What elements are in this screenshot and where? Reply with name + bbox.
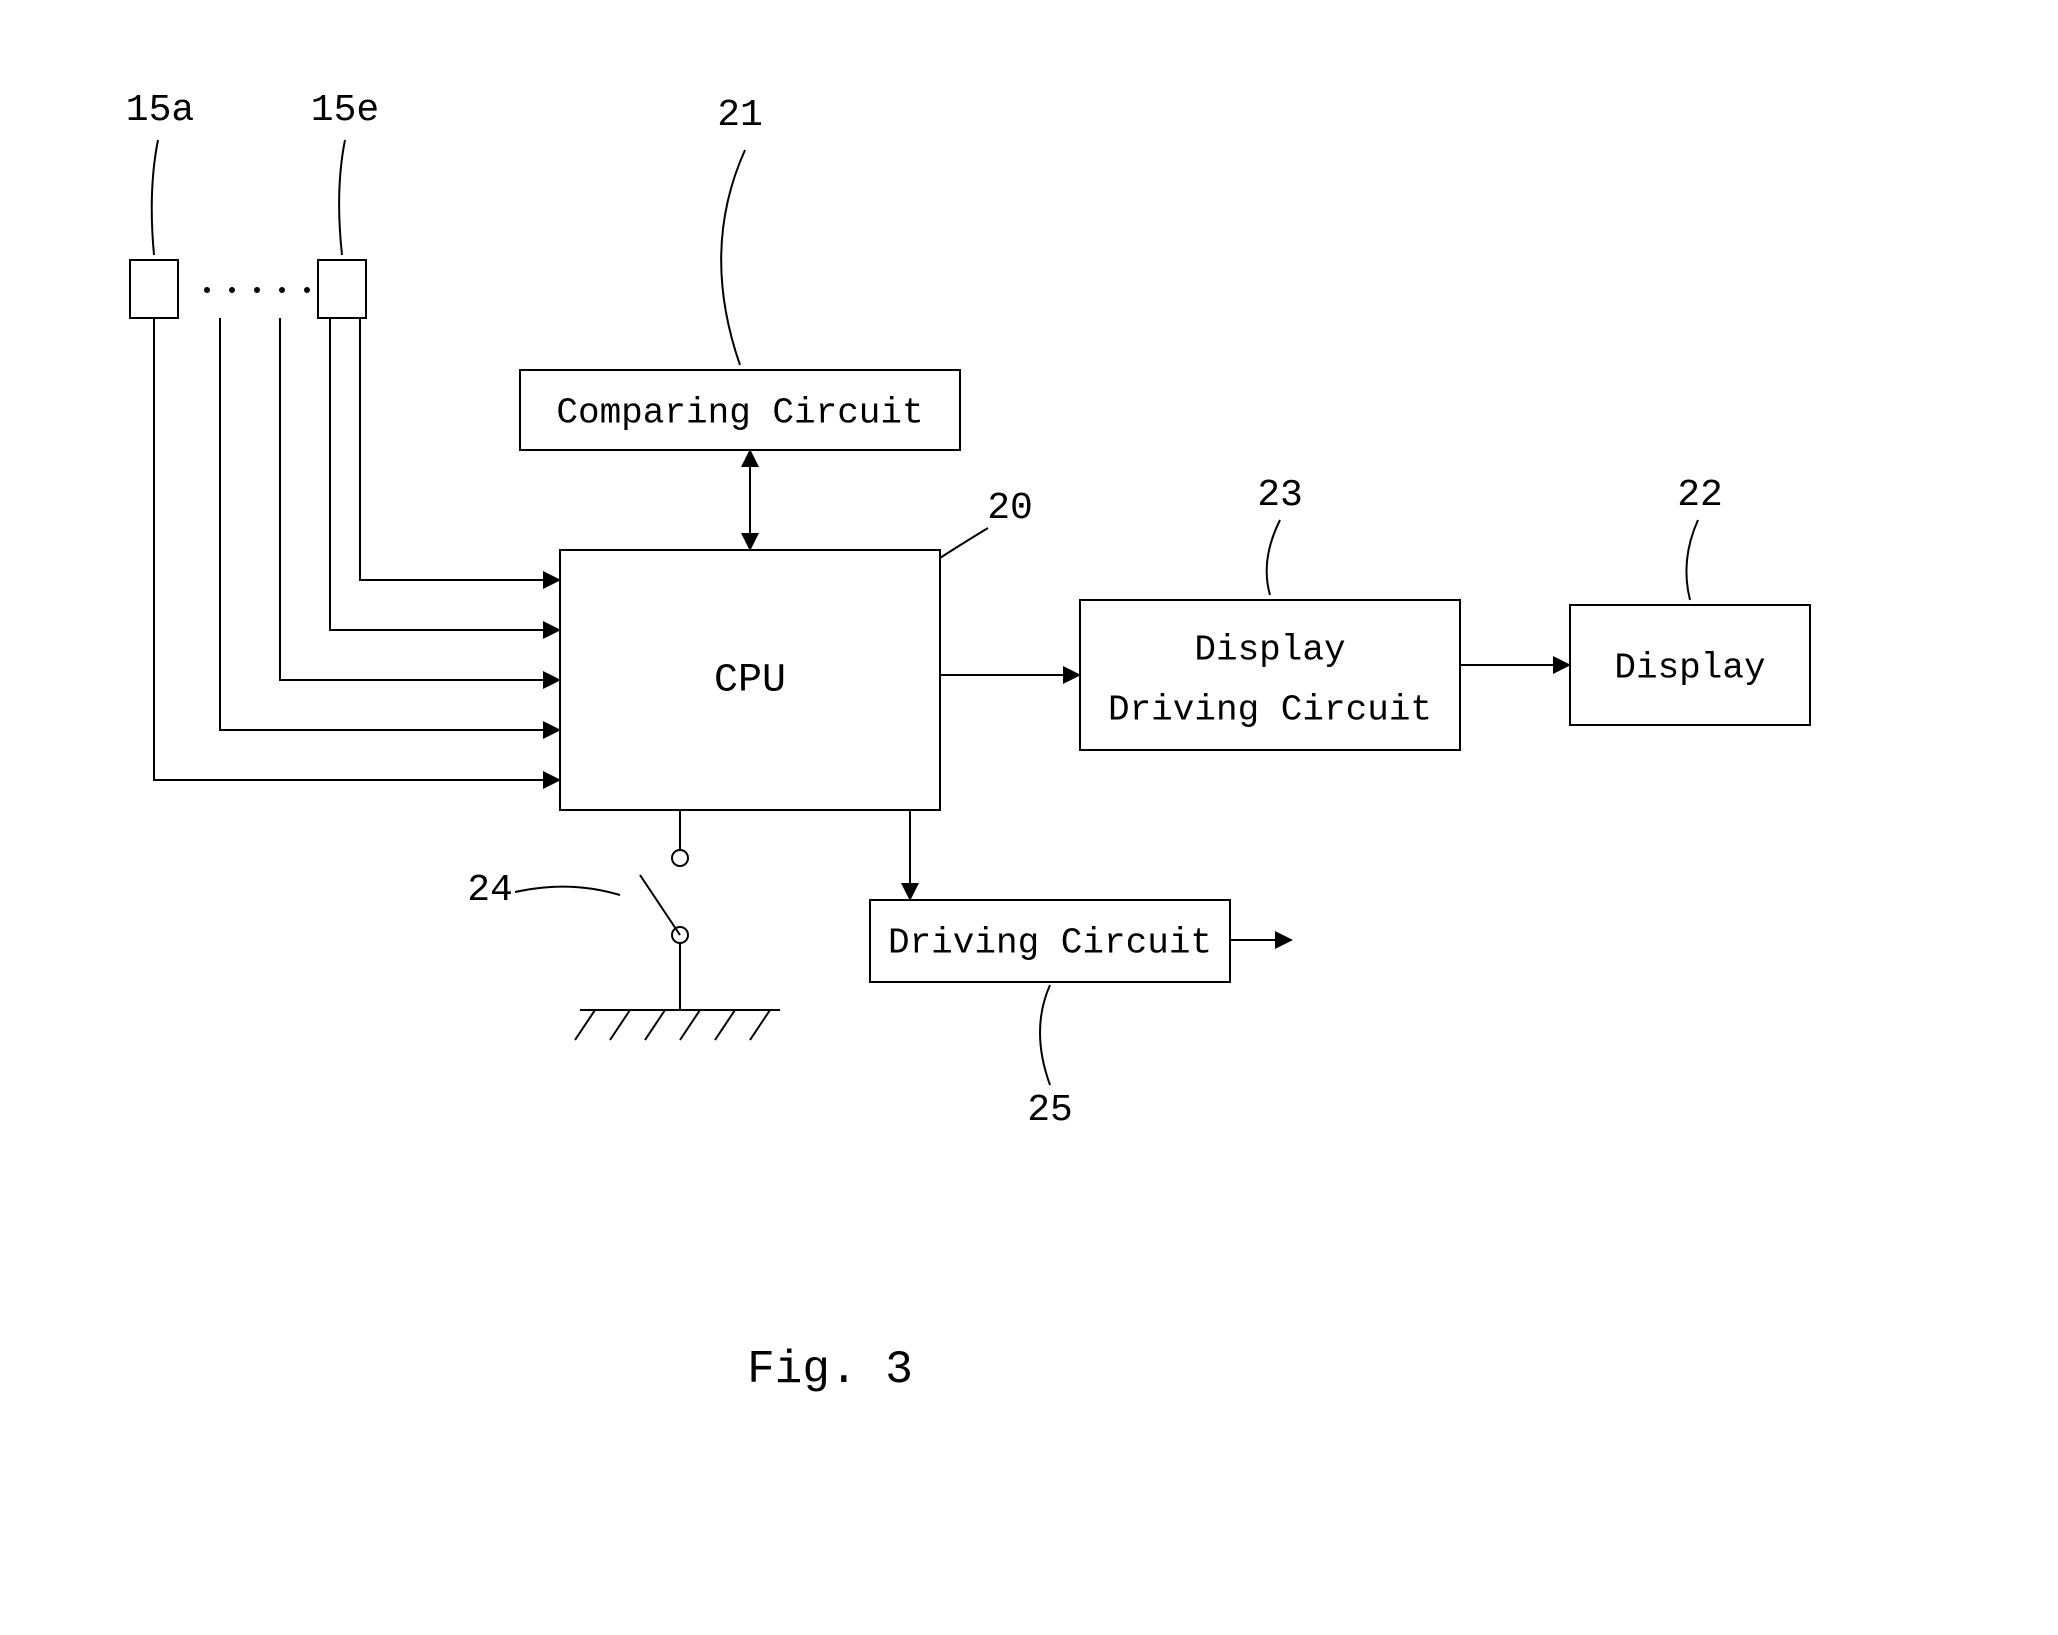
display-driving-label-2: Driving Circuit: [1108, 690, 1432, 731]
ground-hatch: [645, 1010, 665, 1040]
leader-15e: [339, 140, 345, 255]
ref-22: 22: [1677, 474, 1723, 517]
comparing-circuit-label: Comparing Circuit: [556, 393, 923, 434]
display-label: Display: [1614, 648, 1765, 689]
cpu-label: CPU: [714, 659, 786, 704]
ellipsis-dot: [279, 287, 285, 293]
ellipsis-dot: [304, 287, 310, 293]
leader-22: [1686, 520, 1698, 600]
ellipsis-dot: [254, 287, 260, 293]
leader-20: [940, 528, 988, 558]
ref-15e: 15e: [311, 89, 379, 132]
wire-sensor-4: [330, 318, 558, 630]
wire-sensor-1: [154, 318, 558, 780]
ground-hatch: [715, 1010, 735, 1040]
ref-15a: 15a: [126, 89, 194, 132]
wire-sensor-2: [220, 318, 558, 730]
ref-23: 23: [1257, 474, 1303, 517]
ellipsis-dot: [229, 287, 235, 293]
switch-contact-top: [672, 850, 688, 866]
figure-label: Fig. 3: [747, 1344, 913, 1396]
leader-24: [515, 887, 620, 895]
sensor-15a: [130, 260, 178, 318]
block-diagram: 15a 15e Comparing Circuit 21 CPU 20 Disp…: [0, 0, 2058, 1635]
ground-hatch: [610, 1010, 630, 1040]
ellipsis-dot: [204, 287, 210, 293]
leader-25: [1040, 985, 1050, 1085]
ref-24: 24: [467, 869, 513, 912]
ground-hatch: [575, 1010, 595, 1040]
ref-20: 20: [987, 487, 1033, 530]
ref-25: 25: [1027, 1089, 1073, 1132]
leader-15a: [152, 140, 158, 255]
display-driving-label-1: Display: [1194, 630, 1345, 671]
leader-21: [721, 150, 745, 365]
driving-circuit-label: Driving Circuit: [888, 923, 1212, 964]
ref-21: 21: [717, 94, 763, 137]
leader-23: [1267, 520, 1280, 595]
ground-hatch: [750, 1010, 770, 1040]
sensor-15e: [318, 260, 366, 318]
switch-lever: [640, 875, 680, 935]
ground-hatch: [680, 1010, 700, 1040]
wire-sensor-3: [280, 318, 558, 680]
